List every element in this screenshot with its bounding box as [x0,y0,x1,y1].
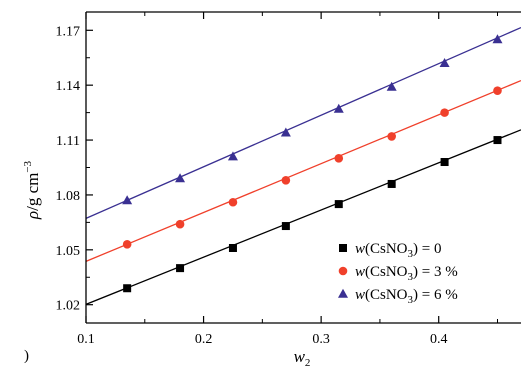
x-axis-subscript: 2 [305,357,311,369]
y-tick-label: 1.08 [56,189,81,204]
x-axis-symbol: w [294,347,306,366]
legend: w(CsNO3) = 0 w(CsNO3) = 3 % w(CsNO3) = 6 % [338,241,458,306]
x-tick-label: 0.1 [77,332,95,347]
series-1-point [176,264,185,273]
series-3 [86,26,521,219]
legend-marker-1 [339,244,347,252]
series-2-point [387,132,396,141]
series-2-point [122,240,132,249]
axes: 0.1 0.2 0.3 0.4 1.02 1.05 1.08 1.11 1.14 1.17 [56,11,521,347]
series-2-point [440,108,449,117]
plot-area [86,26,521,305]
x-tick-label: 0.2 [195,332,213,347]
series-3-point [333,103,344,113]
series-3-point [492,34,503,44]
y-tick-label: 1.05 [56,244,81,259]
legend-marker-3 [338,288,348,298]
legend-item-3: w(CsNO3) = 6 % [338,287,458,306]
y-axis-unit: /g cm [23,173,42,211]
series-2 [86,80,521,262]
y-tick-label: 1.14 [56,79,81,94]
series-1-point [228,243,237,252]
series-2-point [281,176,291,185]
series-2-point [493,86,502,95]
legend-item-1: w(CsNO3) = 0 [339,241,442,260]
series-1-point [440,158,449,167]
series-3-point [386,81,397,91]
series-1 [86,129,521,305]
x-tick-label: 0.3 [312,332,330,347]
series-1-point [123,284,132,293]
legend-label-1: w(CsNO3) = 0 [355,241,442,260]
series-2-point [334,154,344,163]
legend-marker-2 [338,266,348,276]
y-axis-symbol: ρ [23,211,42,220]
series-3-fit-line [86,26,521,219]
series-3-point [439,58,450,68]
series-3-point [227,151,238,161]
y-axis-exponent: −3 [22,160,34,172]
x-tick-label: 0.4 [430,332,448,347]
series-3-point [175,173,186,183]
legend-label-2: w(CsNO3) = 3 % [355,264,458,283]
series-1-point [334,200,343,209]
y-axis-title: ρ/g cm−3 [22,160,42,220]
series-2-fit-line [86,80,521,262]
y-tick-label: 1.02 [56,299,81,314]
series-1-point [281,222,290,231]
series-3-point [280,127,291,137]
panel-letter: ) [24,348,29,364]
y-tick-label: 1.17 [56,24,81,39]
series-2-point [228,197,238,207]
x-axis-title: w2 [294,347,311,369]
legend-label-3: w(CsNO3) = 6 % [355,287,458,306]
series-1-point [493,136,502,145]
series-3-point [122,195,133,205]
series-2-point [175,219,185,229]
series-1-point [387,179,396,188]
y-tick-label: 1.11 [56,134,80,149]
legend-item-2: w(CsNO3) = 3 % [338,264,458,283]
